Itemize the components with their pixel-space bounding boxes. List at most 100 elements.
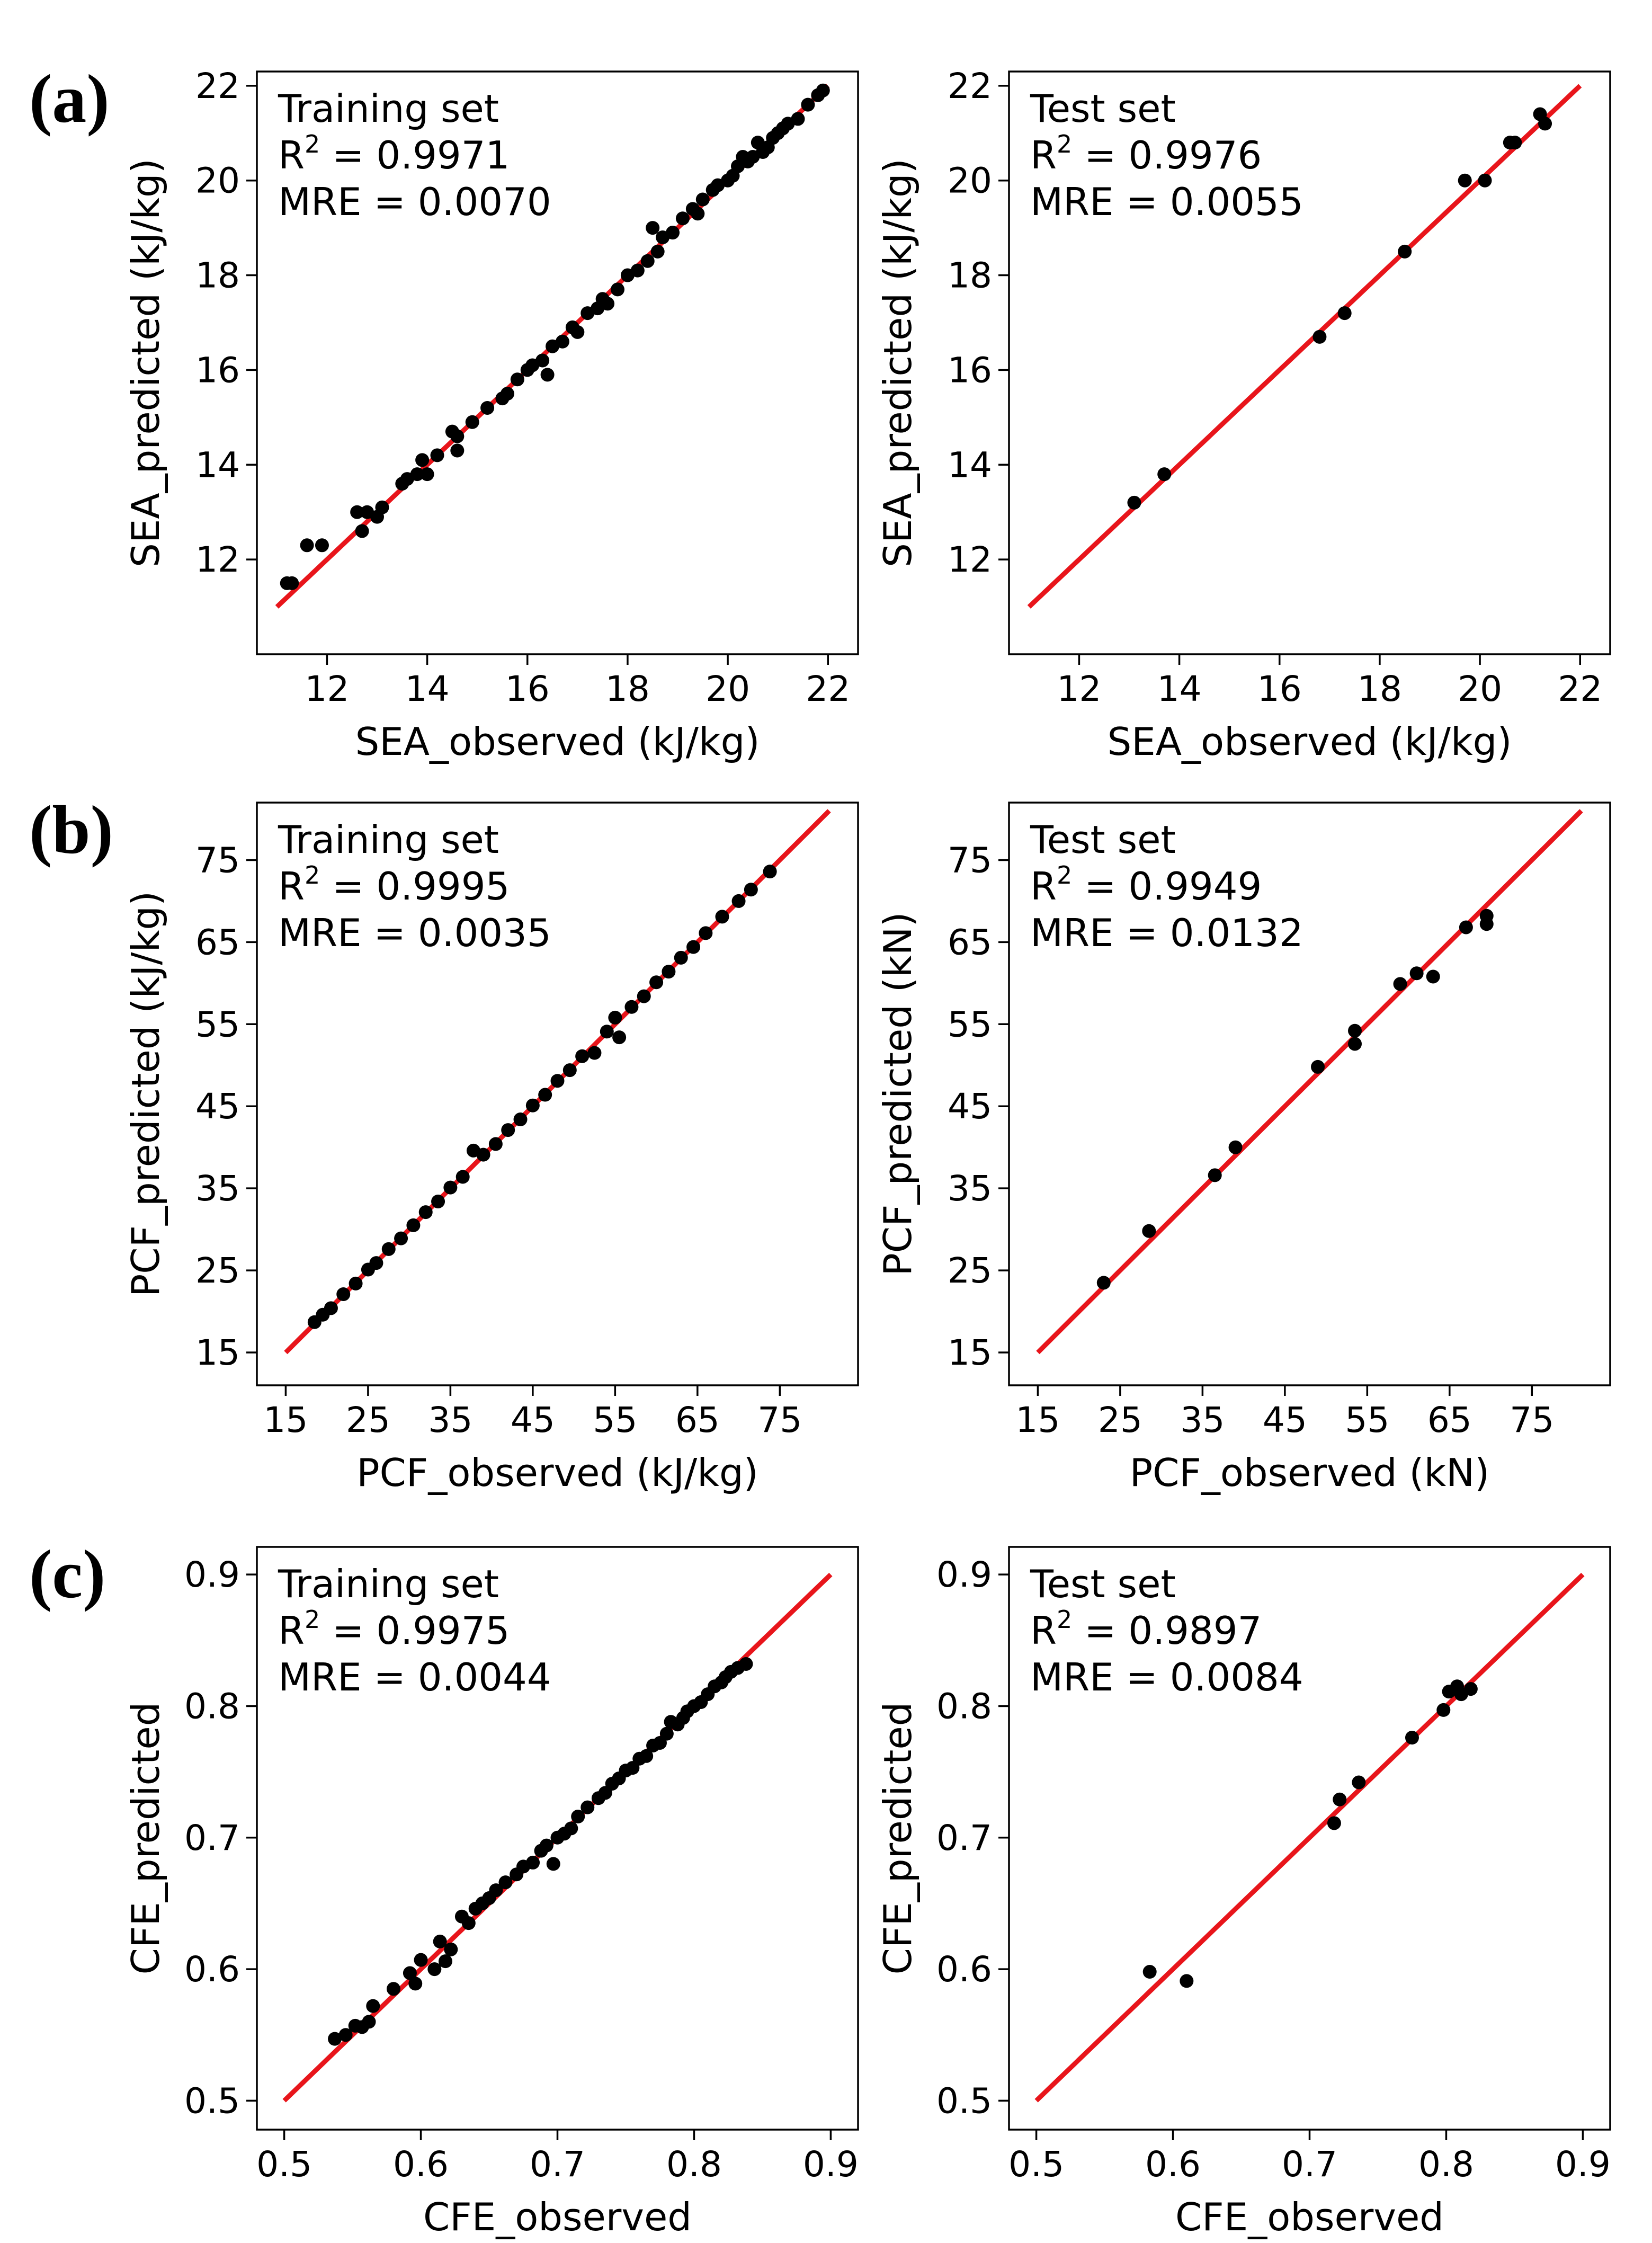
annotation-title: Test set bbox=[1030, 1562, 1176, 1606]
data-point bbox=[1409, 966, 1424, 981]
data-point bbox=[587, 1046, 602, 1060]
y-tick-label: 55 bbox=[195, 1004, 240, 1045]
annotation-mre: MRE = 0.0132 bbox=[1030, 911, 1303, 955]
data-points bbox=[307, 865, 777, 1329]
y-tick-label: 0.5 bbox=[936, 2080, 992, 2121]
data-point bbox=[450, 429, 465, 443]
data-point bbox=[1127, 495, 1141, 510]
annotation-r2: R2 = 0.9897 bbox=[1030, 1605, 1262, 1653]
data-point bbox=[1228, 1140, 1243, 1154]
data-point bbox=[410, 467, 424, 482]
data-point bbox=[581, 1800, 595, 1814]
data-point bbox=[659, 1726, 674, 1741]
annotation-title: Test set bbox=[1030, 86, 1176, 131]
data-point bbox=[1479, 917, 1494, 931]
data-point bbox=[538, 1088, 552, 1102]
x-tick-label: 0.5 bbox=[1008, 2144, 1064, 2185]
data-point bbox=[456, 1170, 470, 1184]
x-tick-label: 65 bbox=[675, 1400, 720, 1440]
plot-cfe-test: 0.5 0.6 0.7 0.8 0.9 0.5 0.6 0.7 0.8 0.9 CFE_observ… bbox=[876, 1546, 1611, 2239]
data-point bbox=[564, 1821, 578, 1836]
data-point bbox=[601, 297, 615, 311]
data-point bbox=[646, 221, 660, 235]
x-tick-label: 22 bbox=[806, 669, 850, 709]
x-axis-label: CFE_observed bbox=[1175, 2195, 1444, 2239]
data-point bbox=[1538, 117, 1552, 131]
data-point bbox=[433, 1934, 447, 1948]
y-tick-label: 25 bbox=[948, 1250, 992, 1291]
data-point bbox=[662, 965, 676, 979]
x-tick-label: 45 bbox=[1263, 1400, 1307, 1440]
x-tick-label: 0.5 bbox=[256, 2144, 312, 2185]
data-point bbox=[699, 926, 713, 940]
data-point bbox=[539, 1838, 553, 1853]
data-point bbox=[1458, 173, 1472, 188]
y-axis-label: SEA_predicted (kJ/kg) bbox=[123, 158, 168, 567]
x-tick-label: 16 bbox=[1257, 669, 1302, 709]
axes-frame bbox=[256, 802, 859, 1386]
annotation-title: Training set bbox=[278, 1562, 499, 1606]
data-point bbox=[715, 910, 729, 924]
y-tick-label: 0.7 bbox=[936, 1818, 992, 1858]
y-tick-label: 12 bbox=[195, 539, 240, 580]
data-point bbox=[562, 1063, 577, 1078]
x-tick-label: 14 bbox=[405, 669, 450, 709]
data-point bbox=[1142, 1224, 1156, 1238]
data-point bbox=[427, 1962, 442, 1977]
axes-frame bbox=[1008, 70, 1611, 655]
data-point bbox=[415, 453, 430, 467]
data-point bbox=[675, 211, 690, 226]
data-point bbox=[1352, 1775, 1366, 1790]
data-point bbox=[801, 97, 815, 112]
data-point bbox=[575, 1049, 590, 1063]
axes-frame bbox=[256, 70, 859, 655]
x-tick-label: 25 bbox=[346, 1400, 390, 1440]
annotation-r2: R2 = 0.9995 bbox=[278, 861, 510, 909]
data-point bbox=[438, 1954, 452, 1969]
data-point bbox=[649, 975, 664, 990]
y-tick-label: 20 bbox=[195, 161, 240, 201]
y-tick-label: 0.9 bbox=[936, 1554, 992, 1595]
data-point bbox=[1459, 920, 1473, 934]
y-axis-label: PCF_predicted (kJ/kg) bbox=[123, 891, 168, 1297]
data-point bbox=[501, 1123, 515, 1137]
data-point bbox=[600, 1025, 614, 1039]
y-tick-label: 20 bbox=[948, 161, 992, 201]
data-point bbox=[1398, 244, 1412, 259]
data-point bbox=[328, 2032, 342, 2046]
x-tick-label: 15 bbox=[1015, 1400, 1060, 1440]
data-point bbox=[695, 192, 710, 207]
data-point bbox=[691, 207, 705, 221]
data-point bbox=[510, 372, 524, 387]
data-points bbox=[280, 83, 830, 590]
data-point bbox=[1311, 1060, 1325, 1074]
x-tick-label: 0.9 bbox=[803, 2144, 859, 2185]
x-tick-label: 18 bbox=[1358, 669, 1402, 709]
annotation-r2: R2 = 0.9949 bbox=[1030, 861, 1262, 909]
data-points bbox=[1142, 1679, 1478, 1988]
data-point bbox=[476, 1147, 490, 1162]
data-point bbox=[731, 894, 746, 908]
data-point bbox=[362, 2015, 376, 2029]
y-tick-label: 15 bbox=[195, 1332, 240, 1373]
data-point bbox=[1436, 1703, 1451, 1717]
y-tick-label: 0.5 bbox=[184, 2080, 240, 2121]
data-point bbox=[555, 334, 569, 349]
data-point bbox=[1312, 330, 1327, 344]
data-point bbox=[355, 524, 369, 538]
data-point bbox=[300, 538, 314, 553]
x-tick-label: 0.8 bbox=[666, 2144, 722, 2185]
data-point bbox=[1327, 1816, 1341, 1830]
x-axis-label: SEA_observed (kJ/kg) bbox=[1108, 719, 1512, 764]
data-points bbox=[328, 1657, 753, 2046]
data-point bbox=[1405, 1731, 1419, 1745]
x-tick-label: 15 bbox=[263, 1400, 308, 1440]
y-tick-label: 18 bbox=[195, 255, 240, 296]
data-point bbox=[444, 1942, 458, 1956]
panel-label: (a) bbox=[29, 61, 110, 137]
data-point bbox=[535, 353, 550, 368]
data-point bbox=[369, 1256, 383, 1270]
data-point bbox=[431, 1194, 445, 1208]
data-point bbox=[381, 1242, 396, 1256]
